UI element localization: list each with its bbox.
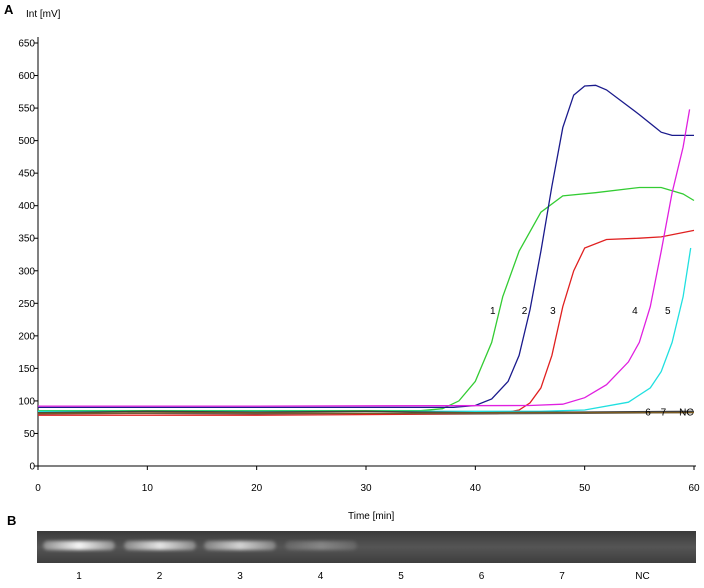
y-tick-label: 500 (18, 136, 35, 147)
series-labels: 1 2 3 4 5 6 7 NC (490, 306, 694, 419)
gel-band (123, 541, 196, 550)
y-tick-label: 600 (18, 71, 35, 82)
gel-image (37, 531, 696, 563)
x-tick-label: 30 (360, 483, 372, 494)
series-label: 4 (632, 306, 638, 317)
amplification-chart: A Int [mV] Time [min] 050100150200250300… (4, 2, 700, 522)
series-line-5 (38, 247, 692, 412)
series-label: 7 (661, 407, 667, 418)
y-axis-label: Int [mV] (26, 9, 61, 20)
series-line-3 (38, 229, 695, 416)
gel-lane-label: NC (635, 571, 650, 582)
x-axis-label: Time [min] (348, 511, 395, 522)
series-line-nc (37, 411, 694, 414)
gel-band (43, 541, 115, 550)
series-label: 3 (550, 306, 556, 317)
series-label: NC (679, 407, 693, 418)
gel-band (204, 541, 276, 550)
y-tick-label: 100 (18, 396, 35, 407)
gel-lane-label: 6 (478, 571, 485, 582)
series-label: 2 (522, 306, 528, 317)
y-tick-label: 450 (18, 169, 35, 180)
series-label: 6 (645, 407, 651, 418)
y-tick-label: 300 (18, 266, 35, 277)
series-line-1 (38, 186, 695, 412)
gel-lane-label: 2 (156, 571, 163, 582)
y-tick-label: 0 (29, 462, 35, 473)
axes: 0501001502002503003504004505005506006500… (18, 37, 700, 494)
panel-a-label: A (4, 2, 14, 17)
y-tick-label: 550 (18, 104, 35, 115)
y-tick-label: 50 (24, 429, 36, 440)
series-label: 1 (490, 306, 496, 317)
x-tick-label: 20 (251, 483, 263, 494)
y-tick-label: 350 (18, 234, 35, 245)
gel-lane-label: 4 (317, 571, 324, 582)
series-line-2 (38, 84, 694, 409)
series-line-4 (38, 109, 691, 407)
y-tick-label: 400 (18, 201, 35, 212)
gel-lane-label: 5 (398, 571, 404, 582)
series-layer (37, 84, 695, 416)
x-tick-label: 0 (35, 483, 41, 494)
x-tick-label: 60 (688, 483, 700, 494)
x-tick-label: 50 (579, 483, 591, 494)
gel-lane-label: 3 (237, 571, 243, 582)
x-tick-label: 40 (470, 483, 482, 494)
x-tick-label: 10 (142, 483, 154, 494)
y-tick-label: 150 (18, 364, 35, 375)
y-tick-label: 250 (18, 299, 35, 310)
y-tick-label: 650 (18, 39, 35, 50)
gel-lane-label: 7 (559, 571, 565, 582)
series-label: 5 (665, 306, 671, 317)
panel-b-label: B (7, 513, 17, 528)
y-tick-label: 200 (18, 331, 35, 342)
gel-lane-label: 1 (76, 571, 82, 582)
gel-band (284, 541, 357, 550)
